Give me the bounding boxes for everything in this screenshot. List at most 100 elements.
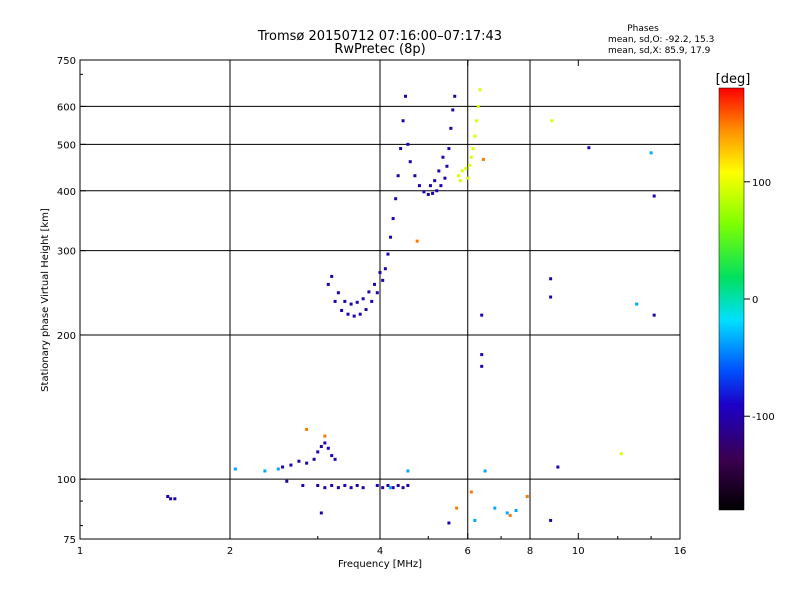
data-point	[469, 490, 473, 494]
colorbar-tick-label: -100	[752, 412, 775, 423]
data-point	[316, 483, 320, 487]
data-point	[333, 299, 337, 303]
data-point	[375, 483, 379, 487]
data-point	[422, 190, 426, 194]
grid-lines	[80, 60, 680, 539]
data-point	[169, 497, 173, 501]
data-point	[417, 184, 421, 188]
data-point	[426, 192, 430, 196]
y-tick-label: 75	[63, 535, 76, 546]
data-point	[415, 239, 419, 243]
data-point	[361, 486, 365, 490]
data-point	[323, 486, 327, 490]
data-point	[361, 297, 365, 301]
data-point	[480, 353, 484, 357]
data-point	[381, 278, 385, 282]
data-point	[437, 169, 441, 173]
data-point	[281, 465, 285, 469]
x-tick-label: 4	[377, 546, 383, 557]
data-point	[263, 469, 267, 473]
data-point	[276, 467, 280, 471]
data-point	[453, 94, 457, 98]
data-point	[508, 513, 512, 517]
data-point	[619, 452, 623, 456]
data-point	[370, 299, 374, 303]
data-point	[406, 142, 410, 146]
data-point	[525, 494, 529, 498]
data-point	[399, 147, 403, 151]
data-point	[389, 235, 393, 239]
data-point	[514, 509, 518, 513]
data-point	[447, 147, 451, 151]
data-point	[457, 174, 461, 178]
data-point	[475, 119, 479, 123]
data-point	[433, 179, 437, 183]
data-point	[481, 157, 485, 161]
data-point	[403, 94, 407, 98]
data-point	[396, 483, 400, 487]
data-point	[319, 511, 323, 515]
stats-o-line: mean, sd,O: -92.2, 15.3	[608, 35, 714, 45]
data-point	[549, 295, 553, 299]
axis-ticks: 1 2 4 6 8 10 16 75 100 200 300 400 500 600 750	[57, 56, 686, 557]
data-point	[413, 174, 417, 178]
data-point	[297, 459, 301, 463]
data-point	[343, 299, 347, 303]
data-point	[408, 160, 412, 164]
data-point	[389, 486, 393, 490]
data-point	[383, 267, 387, 271]
data-point	[367, 290, 371, 294]
x-axis-label: Frequency [MHz]	[338, 559, 422, 570]
data-point	[431, 191, 435, 195]
colorbar-label: [deg]	[716, 72, 751, 87]
data-point	[343, 483, 347, 487]
data-point	[458, 179, 462, 183]
data-point	[478, 88, 482, 92]
x-tick-label: 6	[465, 546, 471, 557]
colorbar-gradient	[718, 87, 745, 511]
data-point	[349, 486, 353, 490]
x-tick-label: 2	[227, 546, 233, 557]
stats-x-line: mean, sd,X: 85.9, 17.9	[608, 46, 711, 56]
data-point	[391, 217, 395, 221]
data-point	[556, 465, 560, 469]
data-point	[394, 197, 398, 201]
data-point	[480, 313, 484, 317]
data-point	[447, 521, 451, 525]
data-point	[401, 486, 405, 490]
data-point	[289, 463, 293, 467]
data-point	[330, 483, 334, 487]
data-point	[406, 469, 410, 473]
data-points	[166, 88, 656, 525]
data-point	[471, 147, 475, 151]
x-tick-label: 10	[572, 546, 585, 557]
data-point	[401, 119, 405, 123]
data-point	[468, 163, 472, 167]
data-point	[381, 486, 385, 490]
data-point	[305, 427, 309, 431]
y-tick-label: 400	[57, 187, 76, 198]
data-point	[441, 155, 445, 159]
data-point	[349, 302, 353, 306]
data-point	[649, 151, 653, 155]
data-point	[445, 164, 449, 168]
data-point	[550, 119, 554, 123]
data-point	[330, 454, 334, 458]
stats-heading: Phases	[627, 24, 659, 34]
data-point	[455, 506, 459, 510]
data-point	[473, 134, 477, 138]
data-point	[476, 104, 480, 108]
data-point	[464, 167, 468, 171]
data-point	[333, 457, 337, 461]
y-tick-label: 600	[57, 102, 76, 113]
data-point	[483, 469, 487, 473]
x-tick-label: 1	[77, 546, 83, 557]
data-point	[449, 126, 453, 130]
data-point	[358, 312, 362, 316]
data-point	[549, 518, 553, 522]
data-point	[373, 282, 377, 286]
data-point	[460, 169, 464, 173]
data-point	[305, 461, 309, 465]
data-point	[312, 457, 316, 461]
